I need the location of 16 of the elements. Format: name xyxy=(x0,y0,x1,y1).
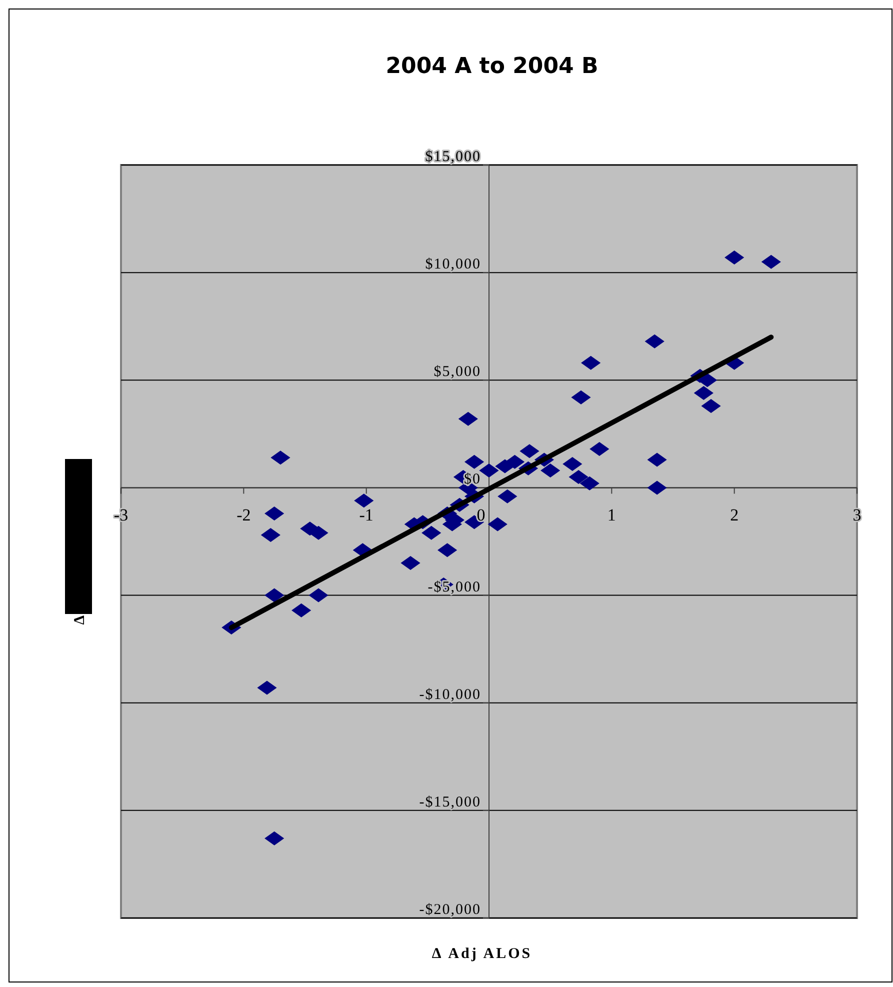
x-tick-label: -3 xyxy=(114,506,128,525)
x-tick-label: 2 xyxy=(730,506,739,525)
x-tick-label: 0 xyxy=(476,506,486,525)
y-tick-label: -$20,000 xyxy=(419,902,481,918)
y-tick-label: $5,000 xyxy=(434,364,481,380)
y-tick-label: $15,000 xyxy=(425,149,481,165)
y-axis-title: Δ xyxy=(72,614,88,625)
x-axis-title: Δ Adj ALOS xyxy=(432,946,532,962)
chart-title: 2004 A to 2004 B xyxy=(386,54,598,79)
x-tick-label: 3 xyxy=(852,506,862,525)
y-tick-label: -$10,000 xyxy=(419,686,481,703)
y-tick-label: $10,000 xyxy=(425,256,481,273)
y-tick-label: -$15,000 xyxy=(419,794,481,810)
x-tick-label: 1 xyxy=(607,506,616,525)
x-tick-label: -2 xyxy=(236,506,251,525)
x-tick-label: -1 xyxy=(359,506,374,525)
